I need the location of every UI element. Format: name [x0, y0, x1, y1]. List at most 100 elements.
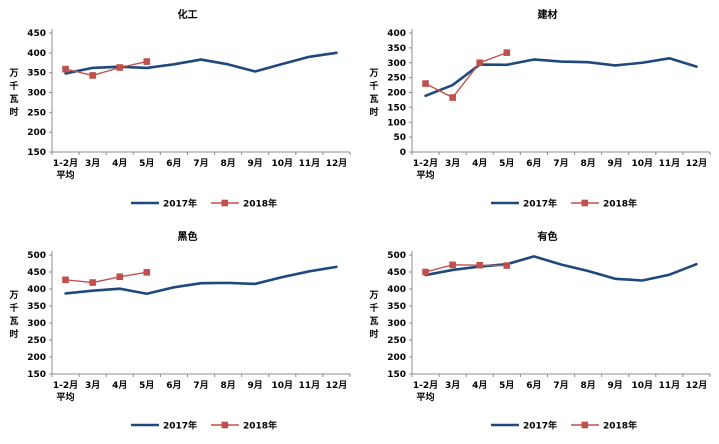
legend-swatch-marker	[221, 199, 229, 207]
y-tick-label: 200	[387, 89, 406, 99]
y-axis-title-char: 瓦	[369, 94, 378, 105]
y-tick-label: 150	[387, 103, 406, 113]
y-axis-title-char: 瓦	[9, 316, 18, 327]
series-marker	[422, 80, 429, 87]
series-marker	[449, 261, 456, 269]
chart-building-materials: 建材 0 50 100 150 200 250 300 350 400 万千瓦时 1-2月 平均 3月 4月…	[360, 0, 719, 222]
y-axis-title-char: 万	[8, 290, 18, 301]
x-tick-label: 1-2月	[413, 158, 438, 169]
x-tick-label: 7月	[553, 158, 568, 169]
series-line-2017年	[424, 56, 698, 98]
y-tick-label: 400	[27, 49, 46, 59]
x-tick-label: 4月	[472, 158, 487, 169]
y-axis-title-char: 时	[9, 106, 18, 118]
y-tick-label: 150	[27, 370, 46, 380]
y-tick-label: 100	[387, 118, 406, 128]
x-tick-label: 平均	[417, 169, 435, 181]
series-marker	[503, 262, 511, 269]
series-marker	[143, 58, 151, 65]
x-tick-label: 5月	[139, 158, 154, 169]
x-tick-label: 平均	[57, 391, 75, 403]
y-tick-label: 450	[27, 29, 46, 39]
y-tick-label: 500	[387, 251, 406, 261]
chart-title: 黑色	[178, 230, 198, 243]
y-tick-label: 250	[387, 336, 406, 346]
x-tick-label: 9月	[608, 380, 623, 391]
x-tick-label: 8月	[220, 158, 235, 169]
y-tick-label: 450	[387, 268, 406, 278]
x-tick-label: 12月	[326, 380, 348, 391]
y-axis-title-char: 千	[9, 302, 18, 314]
x-tick-label: 8月	[580, 380, 595, 391]
y-tick-label: 0	[400, 148, 406, 158]
x-tick-label: 6月	[526, 380, 541, 391]
y-tick-label: 350	[387, 302, 406, 312]
y-axis-title-char: 瓦	[9, 94, 18, 105]
series-marker	[89, 279, 96, 286]
x-tick-label: 3月	[445, 380, 460, 391]
x-tick-label: 4月	[472, 380, 487, 391]
x-tick-label: 11月	[299, 380, 321, 391]
x-tick-label: 9月	[248, 380, 263, 391]
legend-label: 2018年	[603, 420, 637, 432]
series-marker	[503, 49, 511, 56]
series-line-2017年	[64, 265, 338, 296]
series-marker	[89, 72, 96, 79]
x-tick-label: 10月	[632, 158, 654, 169]
x-tick-label: 11月	[659, 158, 681, 169]
series-marker	[116, 64, 124, 71]
series-line-2018年	[64, 60, 148, 77]
y-axis-title-char: 千	[369, 80, 378, 92]
chart-nonferrous: 有色 150 200 250 300 350 400 450 500 万千瓦时 1-2月 平均 3月 4月…	[360, 222, 719, 444]
chart-chemical: 化工 150 200 250 300 350 400 450 万千瓦时 1-2月 平均 3月 4月 5月 6…	[0, 0, 360, 222]
legend-label: 2018年	[243, 420, 277, 432]
y-axis-title-char: 万	[368, 68, 378, 79]
y-axis-title-char: 时	[9, 328, 18, 340]
series-marker	[116, 273, 124, 281]
x-tick-label: 平均	[57, 169, 75, 181]
y-axis-title-char: 时	[369, 106, 378, 118]
x-tick-label: 12月	[686, 380, 708, 391]
y-tick-label: 150	[387, 370, 406, 380]
y-tick-label: 200	[27, 353, 46, 363]
series-line-2018年	[424, 51, 508, 99]
y-tick-label: 350	[27, 302, 46, 312]
y-tick-label: 350	[387, 44, 406, 54]
y-tick-label: 300	[387, 319, 406, 329]
series-line-2017年	[424, 255, 698, 282]
legend-swatch-marker	[581, 421, 589, 429]
x-tick-label: 8月	[220, 380, 235, 391]
legend-label: 2017年	[523, 420, 557, 432]
series-line-2018年	[424, 264, 508, 273]
x-tick-label: 1-2月	[53, 158, 78, 169]
y-tick-label: 450	[27, 268, 46, 278]
y-tick-label: 400	[387, 285, 406, 295]
series-line-2017年	[64, 51, 338, 75]
y-tick-label: 250	[27, 336, 46, 346]
y-tick-label: 400	[27, 285, 46, 295]
series-marker	[449, 94, 456, 101]
series-marker	[62, 65, 69, 73]
x-tick-label: 6月	[526, 158, 541, 169]
y-tick-label: 150	[27, 148, 46, 158]
series-marker	[143, 269, 151, 276]
y-axis-title-char: 时	[369, 328, 378, 340]
y-tick-label: 300	[387, 59, 406, 69]
series-marker	[422, 268, 429, 276]
legend-label: 2017年	[163, 420, 197, 432]
x-tick-label: 10月	[272, 380, 294, 391]
series-marker	[476, 261, 484, 269]
chart-title: 有色	[538, 230, 558, 243]
x-tick-label: 9月	[248, 158, 263, 169]
y-axis-title-char: 千	[9, 80, 18, 92]
x-tick-label: 11月	[299, 158, 321, 169]
x-tick-label: 6月	[166, 380, 181, 391]
x-tick-label: 11月	[659, 380, 681, 391]
x-tick-label: 3月	[85, 158, 100, 169]
x-tick-label: 7月	[193, 158, 208, 169]
y-axis-title-char: 万	[8, 68, 18, 79]
x-tick-label: 5月	[499, 380, 514, 391]
y-axis-title-char: 万	[368, 290, 378, 301]
